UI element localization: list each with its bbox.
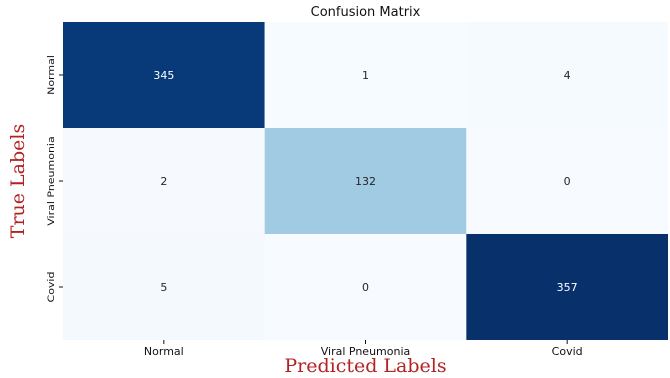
y-axis-label: True Labels — [7, 124, 29, 238]
x-tick-label: Normal — [144, 345, 184, 358]
cell-value-label: 4 — [564, 69, 571, 82]
heatmap-cells: 345 1 4 2 132 0 5 0 357 — [63, 22, 668, 340]
x-axis-label: Predicted Labels — [284, 355, 446, 377]
cell-value-label: 0 — [362, 281, 369, 294]
x-tick-label: Covid — [552, 345, 583, 358]
y-tick-label: Covid — [47, 272, 57, 303]
x-tick-label: Viral Pneumonia — [321, 345, 411, 358]
chart-title: Confusion Matrix — [311, 5, 421, 20]
cell-value-label: 1 — [362, 69, 369, 82]
cell-value-label: 5 — [160, 281, 167, 294]
heatmap-cell — [264, 128, 467, 234]
heatmap-cell — [466, 128, 668, 234]
heatmap-cell — [63, 128, 265, 234]
cell-value-label: 345 — [153, 69, 174, 82]
heatmap-cell — [63, 234, 265, 340]
y-axis-ticks: Normal Viral Pneumonia Covid — [47, 55, 63, 302]
cell-value-label: 357 — [557, 281, 578, 294]
heatmap-cell — [264, 22, 467, 128]
heatmap-cell — [63, 22, 265, 128]
cell-value-label: 2 — [160, 175, 167, 188]
cell-value-label: 132 — [355, 175, 376, 188]
cell-value-label: 0 — [564, 175, 571, 188]
y-tick-label: Viral Pneumonia — [47, 136, 57, 225]
heatmap-cell — [466, 22, 668, 128]
heatmap-cell — [466, 234, 668, 340]
x-axis-ticks: Normal Viral Pneumonia Covid — [144, 340, 583, 358]
y-tick-label: Normal — [47, 55, 57, 95]
heatmap-cell — [264, 234, 467, 340]
